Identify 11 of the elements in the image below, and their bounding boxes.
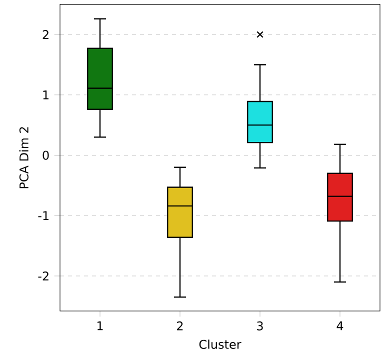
y-tick-label: -2 (38, 272, 48, 280)
y-tick-label: 2 (42, 30, 48, 39)
x-tick-label: 2 (177, 321, 183, 330)
x-tick-label: 4 (336, 321, 344, 330)
y-tick-label: -1 (38, 211, 48, 220)
x-tick-label: 1 (98, 321, 103, 330)
y-axis-title: PCA Dim 2 (19, 127, 28, 188)
y-tick-label: 1 (43, 90, 48, 100)
x-tick-label: 3 (257, 321, 263, 330)
y-tick-label: 0 (42, 150, 49, 160)
x-axis-title: Cluster (199, 340, 242, 349)
